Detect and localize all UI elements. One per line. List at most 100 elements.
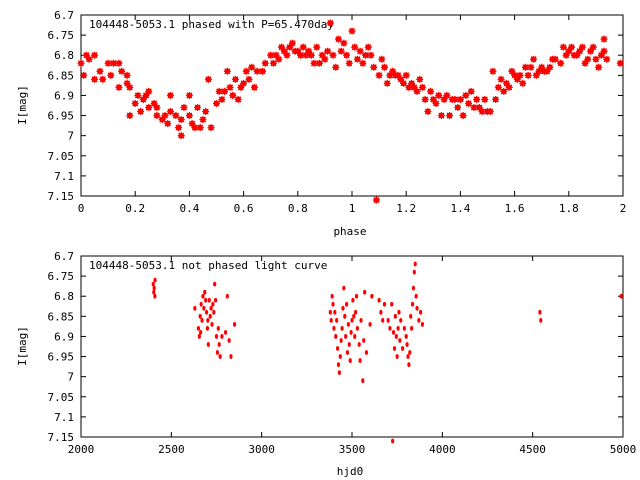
data-point [408, 350, 412, 355]
data-point [269, 59, 277, 67]
data-point [475, 104, 483, 112]
x-tick-label: 0.6 [234, 202, 254, 215]
x-tick-label: 1.2 [396, 202, 416, 215]
y-tick-label: 6.85 [48, 310, 75, 323]
data-point [175, 124, 183, 132]
y-axis-label: I[mag] [16, 85, 29, 125]
data-point [313, 43, 321, 51]
x-axis-label: phase [333, 225, 366, 238]
data-point [202, 305, 206, 311]
x-tick-label: 2 [620, 202, 627, 215]
x-tick-label: 2500 [158, 443, 185, 456]
data-point [344, 334, 348, 339]
data-point [193, 305, 197, 311]
data-point [443, 91, 451, 99]
data-point [207, 124, 215, 132]
data-point [362, 51, 370, 59]
data-point [527, 63, 535, 71]
data-point [250, 83, 258, 91]
data-point [456, 95, 464, 103]
data-point [337, 370, 341, 376]
data-point [377, 297, 381, 303]
data-point [164, 120, 172, 128]
data-point [390, 301, 394, 307]
data-point [513, 75, 521, 83]
data-point [221, 87, 229, 95]
data-point [411, 285, 416, 291]
data-point [343, 51, 351, 59]
data-point [505, 83, 513, 91]
data-point [145, 87, 153, 95]
data-point [344, 301, 349, 307]
data-point [332, 63, 340, 71]
data-point [562, 51, 570, 59]
y-tick-label: 7.1 [54, 411, 74, 424]
data-point [77, 59, 85, 67]
data-point [557, 59, 565, 67]
data-point [546, 63, 554, 71]
data-point [204, 297, 208, 303]
data-point [272, 51, 280, 59]
unphased-light-curve-plot: 104448-5053.1 not phased light curve hjd… [16, 250, 636, 478]
data-point [405, 342, 409, 347]
data-point [123, 71, 131, 79]
data-point [359, 317, 363, 323]
data-point [286, 43, 294, 51]
x-tick-label: 4500 [519, 443, 546, 456]
data-point [278, 43, 286, 51]
data-point [437, 112, 445, 120]
data-point [402, 71, 410, 79]
x-tick-label: 1 [349, 202, 356, 215]
data-point [404, 334, 408, 339]
data-point [237, 83, 245, 91]
data-point [362, 338, 366, 343]
data-point [399, 79, 407, 87]
y-tick-label: 6.75 [48, 270, 75, 283]
x-tick-label: 3000 [248, 443, 275, 456]
data-point [486, 108, 494, 116]
data-point [99, 75, 107, 83]
data-point [391, 438, 395, 444]
data-point [399, 317, 403, 323]
data-point [204, 309, 209, 315]
y-tick-label: 6.75 [48, 29, 75, 42]
data-point [158, 116, 166, 124]
data-point [213, 297, 218, 303]
data-point [364, 350, 369, 355]
data-point [137, 108, 145, 116]
data-point [353, 55, 361, 63]
data-point [379, 309, 383, 315]
data-point [210, 321, 214, 327]
axis-ticks: 0 0.2 0.4 0.6 0.8 1 1.2 1.4 1.6 1.8 2 6.7 6.75 6.8 6.8… [48, 9, 627, 215]
data-point [180, 104, 188, 112]
data-point [559, 43, 567, 51]
data-point [218, 354, 222, 359]
data-point [372, 196, 380, 204]
y-tick-label: 6.8 [54, 290, 74, 303]
data-points [151, 261, 623, 444]
data-points [77, 19, 624, 204]
data-point [539, 317, 543, 323]
data-point [406, 354, 410, 359]
data-point [302, 51, 310, 59]
data-point [223, 330, 228, 335]
x-axis-label: hjd0 [337, 465, 364, 478]
data-point [412, 269, 416, 275]
data-point [568, 43, 576, 51]
data-point [584, 55, 592, 63]
data-point [339, 338, 343, 343]
data-point [198, 313, 202, 319]
data-point [318, 51, 326, 59]
data-point [212, 309, 216, 315]
data-point [329, 317, 333, 323]
data-point [511, 71, 519, 79]
data-point [462, 91, 470, 99]
data-point [413, 261, 417, 267]
data-point [315, 59, 323, 67]
data-point [551, 55, 559, 63]
data-point [481, 95, 489, 103]
data-point [199, 301, 203, 307]
data-point [619, 293, 623, 299]
y-tick-label: 6.9 [54, 89, 74, 102]
